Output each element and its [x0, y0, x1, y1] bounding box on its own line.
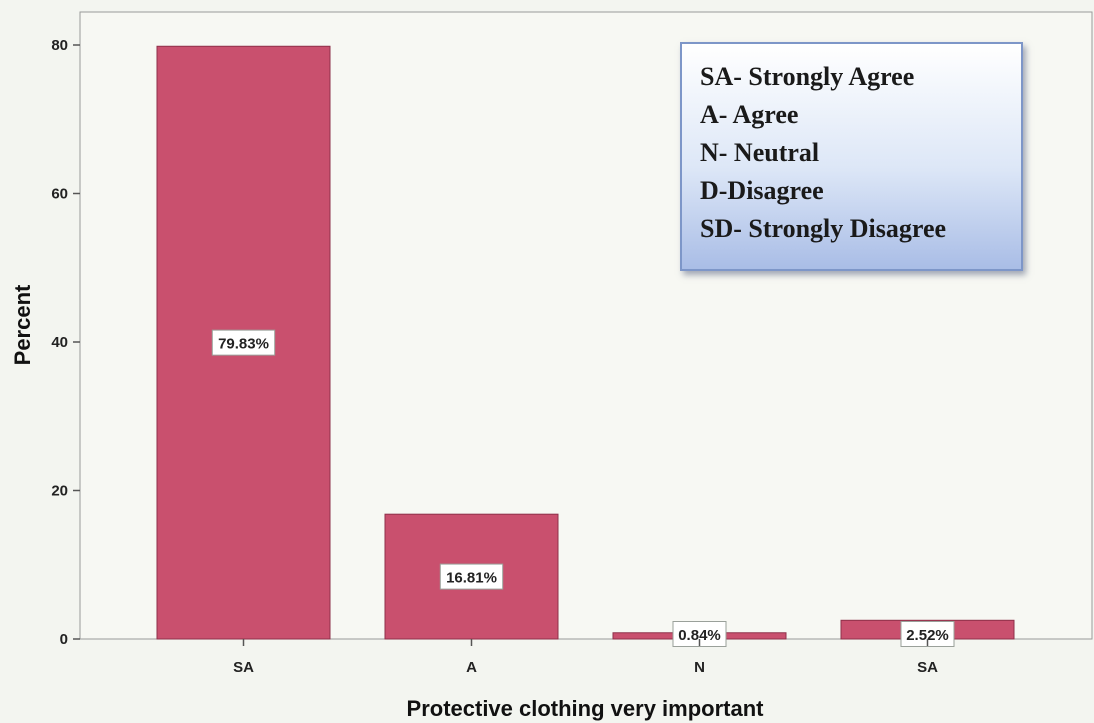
legend-entry-sd: SD- Strongly Disagree: [700, 210, 1021, 248]
legend-entry-d: D-Disagree: [700, 172, 1021, 210]
data-label-text: 16.81%: [446, 570, 497, 587]
data-label-text: 79.83%: [218, 336, 269, 353]
legend-entry-sa: SA- Strongly Agree: [700, 58, 1021, 96]
x-axis-title: Protective clothing very important: [407, 696, 765, 721]
x-tick-label: SA: [917, 659, 938, 676]
y-tick-label: 60: [51, 186, 68, 203]
y-tick-label: 40: [51, 334, 68, 351]
data-label: 16.81%: [440, 564, 502, 589]
legend-entry-n: N- Neutral: [700, 134, 1021, 172]
x-axis: SA A N SA: [233, 639, 938, 676]
y-axis-title: Percent: [10, 284, 35, 365]
x-tick-label: SA: [233, 659, 254, 676]
legend: SA- Strongly Agree A- Agree N- Neutral D…: [680, 42, 1023, 271]
data-label: 79.83%: [212, 330, 274, 355]
y-tick-label: 20: [51, 483, 68, 500]
legend-entry-a: A- Agree: [700, 96, 1021, 134]
y-tick-label: 0: [60, 631, 68, 648]
x-tick-label: N: [694, 659, 705, 676]
y-tick-label: 80: [51, 37, 68, 54]
y-axis: 0 20 40 60 80: [51, 37, 80, 648]
x-tick-label: A: [466, 659, 477, 676]
